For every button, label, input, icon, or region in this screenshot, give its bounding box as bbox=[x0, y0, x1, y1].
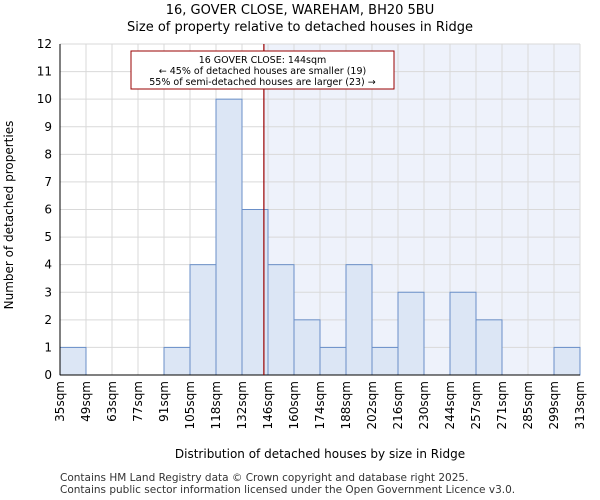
y-tick-label: 6 bbox=[44, 203, 52, 217]
x-tick-label: 216sqm bbox=[391, 381, 405, 429]
y-tick-label: 11 bbox=[37, 65, 52, 79]
x-tick-label: 313sqm bbox=[573, 381, 587, 429]
y-tick-label: 8 bbox=[44, 147, 52, 161]
x-tick-label: 49sqm bbox=[79, 381, 93, 422]
y-tick-label: 5 bbox=[44, 230, 52, 244]
annotation-text: ← 45% of detached houses are smaller (19… bbox=[159, 66, 366, 77]
y-tick-label: 0 bbox=[44, 368, 52, 382]
x-tick-label: 132sqm bbox=[235, 381, 249, 429]
y-tick-label: 1 bbox=[44, 340, 52, 354]
annotation-text: 55% of semi-detached houses are larger (… bbox=[149, 77, 376, 88]
y-tick-label: 3 bbox=[44, 285, 52, 299]
y-axis-label: Number of detached properties bbox=[2, 121, 16, 310]
y-tick-label: 9 bbox=[44, 120, 52, 134]
x-tick-label: 202sqm bbox=[365, 381, 379, 429]
histogram-bar bbox=[163, 346, 191, 376]
x-axis-label: Distribution of detached houses by size … bbox=[175, 447, 465, 461]
histogram-bar bbox=[267, 264, 295, 376]
x-tick-label: 146sqm bbox=[261, 381, 275, 429]
x-tick-label: 160sqm bbox=[287, 381, 301, 429]
x-tick-label: 63sqm bbox=[105, 381, 119, 422]
x-tick-label: 174sqm bbox=[313, 381, 327, 429]
x-tick-label: 271sqm bbox=[495, 381, 509, 429]
chart-title: 16, GOVER CLOSE, WAREHAM, BH20 5BU bbox=[165, 3, 435, 18]
annotation-box bbox=[130, 50, 395, 90]
histogram-bar bbox=[449, 291, 477, 376]
x-tick-label: 35sqm bbox=[53, 381, 67, 422]
x-tick-label: 91sqm bbox=[157, 381, 171, 422]
y-tick-label: 10 bbox=[37, 92, 52, 106]
histogram-bar bbox=[189, 264, 217, 376]
histogram-bar bbox=[345, 264, 373, 376]
x-tick-label: 188sqm bbox=[339, 381, 353, 429]
x-tick-label: 230sqm bbox=[417, 381, 431, 429]
chart-subtitle: Size of property relative to detached ho… bbox=[127, 20, 473, 35]
y-tick-label: 4 bbox=[44, 258, 52, 272]
y-tick-label: 7 bbox=[44, 175, 52, 189]
histogram-bar bbox=[397, 291, 425, 376]
x-tick-label: 118sqm bbox=[209, 381, 223, 429]
histogram-bar bbox=[215, 98, 243, 376]
histogram-bar bbox=[371, 346, 399, 376]
histogram-bar bbox=[319, 346, 347, 376]
x-tick-label: 77sqm bbox=[131, 381, 145, 422]
histogram-bar bbox=[293, 319, 321, 376]
footer-copyright: Contains HM Land Registry data © Crown c… bbox=[60, 472, 469, 484]
x-tick-label: 105sqm bbox=[183, 381, 197, 429]
x-tick-label: 285sqm bbox=[521, 381, 535, 429]
y-tick-label: 12 bbox=[37, 37, 52, 51]
histogram-bar bbox=[553, 346, 581, 376]
histogram-bar bbox=[475, 319, 503, 376]
x-tick-label: 299sqm bbox=[547, 381, 561, 429]
annotation-text: 16 GOVER CLOSE: 144sqm bbox=[199, 55, 327, 66]
footer-licence: Contains public sector information licen… bbox=[60, 484, 516, 496]
histogram-bar bbox=[59, 346, 87, 376]
y-tick-label: 2 bbox=[44, 313, 52, 327]
x-tick-label: 257sqm bbox=[469, 381, 483, 429]
x-tick-label: 244sqm bbox=[443, 381, 457, 429]
